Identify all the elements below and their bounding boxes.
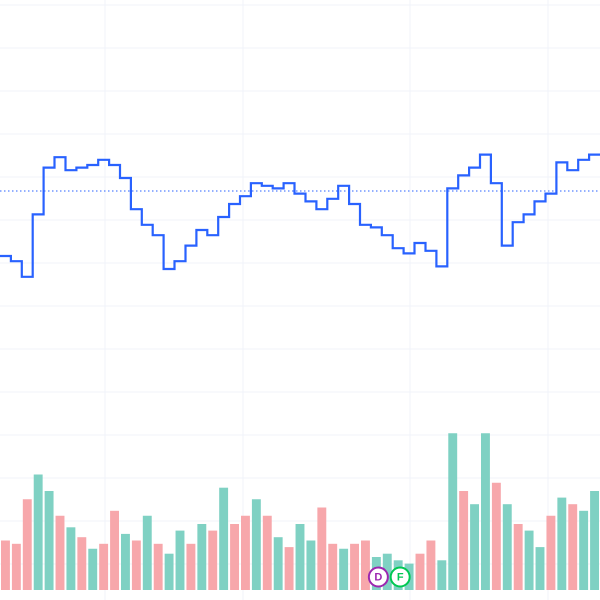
volume-bar <box>579 510 589 590</box>
volume-bar <box>262 515 272 590</box>
volume-bar <box>339 548 349 590</box>
volume-bar <box>99 543 109 590</box>
price-line-layer <box>0 153 600 278</box>
volume-bar <box>241 515 250 590</box>
volume-bar <box>186 543 196 590</box>
volume-bar <box>557 497 567 590</box>
marker-circle <box>367 566 389 588</box>
volume-bar <box>33 474 43 590</box>
marker-label: F <box>397 572 404 584</box>
volume-bar <box>459 491 469 590</box>
volume-bar <box>524 530 534 590</box>
volume-bar <box>55 515 65 590</box>
volume-bar <box>426 540 436 590</box>
volume-bar <box>208 530 218 590</box>
volume-bar <box>153 543 163 590</box>
volume-bar <box>437 560 447 590</box>
volume-bar <box>568 504 578 590</box>
volume-bar <box>415 553 425 590</box>
volume-bar <box>131 540 141 590</box>
marker-label: D <box>374 572 382 584</box>
volume-bar <box>142 515 152 590</box>
volume-bar <box>328 543 338 590</box>
volume-bar <box>317 507 327 590</box>
volume-bar <box>535 547 545 590</box>
volume-bar <box>11 543 21 590</box>
volume-bar <box>121 533 130 590</box>
volume-bar <box>77 537 87 590</box>
volume-bar <box>22 499 32 590</box>
volume-bar <box>175 530 185 590</box>
volume-bar <box>284 547 294 590</box>
volume-bar <box>110 510 119 590</box>
volume-bar <box>350 543 359 590</box>
volume-bar <box>481 433 490 590</box>
volume-bar <box>197 524 207 590</box>
price-series-line <box>0 153 600 278</box>
volume-bar <box>590 491 599 590</box>
volume-bar <box>273 537 283 590</box>
volume-bar <box>306 540 316 590</box>
volume-bar <box>88 548 98 590</box>
volume-bar <box>230 524 239 590</box>
marker-circle <box>389 566 411 588</box>
volume-bar <box>1 540 10 590</box>
volume-bar <box>251 499 261 590</box>
volume-bar <box>502 504 512 590</box>
volume-bar <box>44 491 54 590</box>
financials-marker-icon[interactable]: F <box>389 566 411 588</box>
volume-bar <box>491 482 501 590</box>
volume-bar <box>219 487 229 590</box>
volume-bar <box>295 524 305 590</box>
volume-bar <box>513 524 523 590</box>
volume-bar <box>66 527 76 590</box>
volume-bar <box>164 553 174 590</box>
volume-bars <box>1 433 599 590</box>
volume-bar <box>361 540 370 590</box>
volume-bar <box>448 433 458 590</box>
volume-bar <box>470 504 479 590</box>
volume-bar <box>546 515 556 590</box>
dividend-marker-icon[interactable]: D <box>367 566 389 588</box>
